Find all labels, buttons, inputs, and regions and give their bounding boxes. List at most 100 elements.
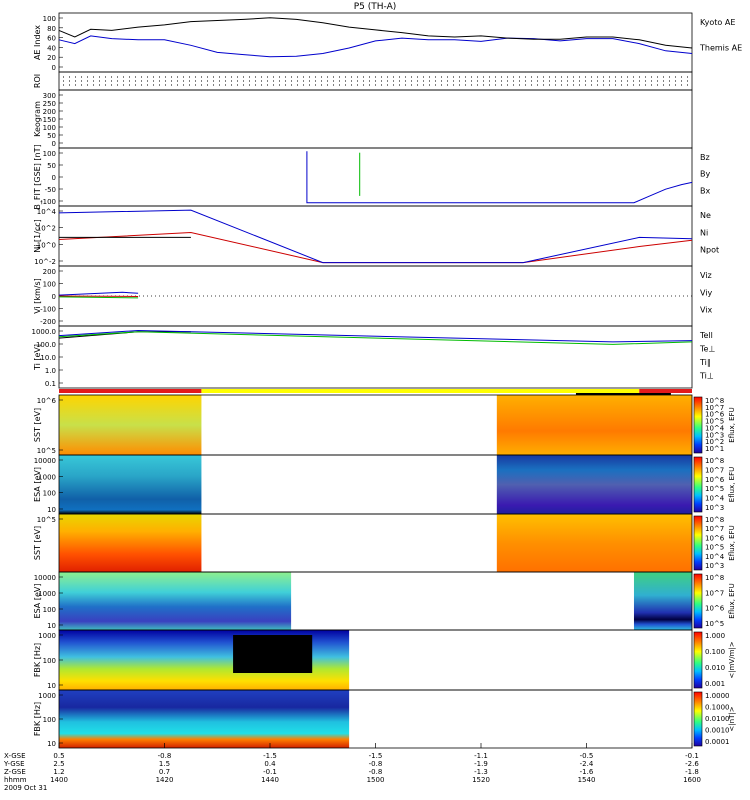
y-tick-label: -100 — [40, 306, 56, 314]
series-line-Kyoto AE — [58, 35, 693, 58]
x-coord-value: -0.1 — [263, 768, 277, 776]
series-line-Ti⊥ — [58, 329, 693, 343]
mode-bar-burst — [575, 393, 671, 395]
y-tick-label: 100 — [43, 15, 56, 23]
panel-frame-keogram — [58, 89, 693, 149]
colorbar-tick-label: 10^8 — [705, 574, 724, 582]
legend-entry: Viy — [700, 288, 713, 297]
x-coord-value: 1420 — [156, 776, 174, 784]
legend-entry: Ne — [700, 211, 711, 220]
x-coord-value: 1520 — [472, 776, 490, 784]
colorbar-tick-label: 10^7 — [705, 466, 724, 474]
x-coord-value: -1.5 — [263, 752, 277, 760]
x-coord-value: 1440 — [261, 776, 279, 784]
panel-frame-ae — [58, 12, 693, 73]
colorbar — [694, 457, 702, 512]
y-tick-label: 10^0 — [37, 241, 56, 249]
y-tick-label: 1000 — [38, 590, 56, 598]
y-tick-label: 100 — [43, 281, 56, 289]
y-axis-label: Vi [km/s] — [33, 278, 42, 314]
spectrogram-block — [496, 514, 692, 572]
y-tick-label: 100 — [43, 606, 56, 614]
spectrogram-block — [496, 455, 692, 514]
y-tick-label: 0 — [52, 64, 56, 72]
y-tick-label: 1000 — [38, 692, 56, 700]
series-line-Npot — [58, 209, 693, 264]
y-tick-label: -100 — [40, 198, 56, 206]
colorbar-tick-label: 10^5 — [705, 418, 724, 426]
colorbar-frame — [693, 691, 703, 747]
y-tick-label: 50 — [47, 132, 56, 140]
y-axis-label: AE Index — [33, 25, 42, 60]
spectrogram-block — [633, 572, 692, 630]
y-tick-label: 0 — [52, 140, 56, 148]
y-tick-label: 10^-2 — [34, 258, 56, 266]
colorbar-tick-label: 10^1 — [705, 445, 724, 453]
colorbar-tick-label: 0.0100 — [705, 715, 730, 723]
y-tick-label: 100 — [43, 490, 56, 498]
y-tick-label: 0 — [52, 293, 56, 301]
colorbar-tick-label: 10^3 — [705, 504, 724, 512]
y-axis-label: SST [eV] — [33, 526, 42, 560]
y-axis-label: ESA [eV] — [33, 467, 42, 502]
y-tick-label: 0.1 — [45, 380, 56, 388]
legend-entry: Viz — [700, 271, 712, 280]
legend-entry: Ti⊥ — [699, 372, 714, 381]
y-tick-label: 1000.0 — [32, 328, 57, 336]
colorbar-tick-label: 10^5 — [705, 544, 724, 552]
series-line-Viz — [58, 295, 139, 297]
y-tick-label: 1000 — [38, 632, 56, 640]
legend-entry: By — [700, 170, 710, 179]
colorbar-tick-label: 0.010 — [705, 664, 725, 672]
x-coord-value: -2.4 — [580, 760, 594, 768]
colorbar-label: <|mV/m|> — [728, 641, 736, 678]
y-axis-label: ESA [eV] — [33, 584, 42, 619]
y-tick-label: 200 — [43, 108, 56, 116]
y-tick-label: -50 — [45, 186, 56, 194]
x-coord-value: 1540 — [578, 776, 596, 784]
colorbar-frame — [693, 631, 703, 689]
y-tick-label: 80 — [47, 25, 56, 33]
colorbar-tick-label: 10^7 — [705, 525, 724, 533]
y-tick-label: 60 — [47, 35, 56, 43]
x-coord-value: -0.8 — [369, 768, 383, 776]
colorbar-tick-label: 10^3 — [705, 431, 724, 439]
spectrogram-block — [59, 690, 350, 748]
x-coord-row-label: Y-GSE — [3, 760, 25, 768]
colorbar-label: <|nT|> — [728, 706, 736, 731]
x-coord-value: -2.6 — [685, 760, 699, 768]
series-line-Viy — [58, 296, 139, 299]
y-axis-label: B_FIT [GSE] [nT] — [33, 144, 42, 209]
y-axis-label: FBK [Hz] — [33, 702, 42, 736]
x-coord-value: -1.3 — [474, 768, 488, 776]
colorbar — [694, 397, 702, 453]
colorbar-label: Eflux, EFU — [728, 525, 736, 560]
x-coord-value: 1500 — [367, 776, 385, 784]
y-tick-label: 200 — [43, 268, 56, 276]
legend-entry: Themis AE — [699, 44, 742, 53]
y-tick-label: 10.0 — [40, 354, 56, 362]
x-coord-value: -1.5 — [369, 752, 383, 760]
spectrogram-block — [59, 572, 292, 630]
colorbar-tick-label: 10^5 — [705, 485, 724, 493]
colorbar-label: Eflux, EFU — [728, 407, 736, 442]
y-axis-label: FBK [Hz] — [33, 643, 42, 677]
legend-entry: Bx — [700, 186, 710, 195]
colorbar-tick-label: 1.000 — [705, 632, 725, 640]
x-coord-value: 1.2 — [53, 768, 64, 776]
colorbar-tick-label: 10^4 — [705, 553, 725, 561]
x-coord-value: -0.1 — [685, 752, 699, 760]
colorbar-tick-label: 0.0001 — [705, 738, 730, 746]
x-coord-value: 2.5 — [53, 760, 64, 768]
y-axis-label: ROI — [33, 74, 42, 88]
y-tick-label: 10 — [47, 622, 56, 630]
y-tick-label: 100 — [43, 124, 56, 132]
legend-entry: Te⊥ — [699, 345, 715, 354]
x-coord-value: -1.1 — [474, 752, 488, 760]
y-tick-label: 20 — [47, 54, 56, 62]
y-axis-label: Keogram — [33, 101, 42, 137]
x-coord-value: -0.8 — [369, 760, 383, 768]
legend-entry: Npot — [700, 246, 719, 255]
